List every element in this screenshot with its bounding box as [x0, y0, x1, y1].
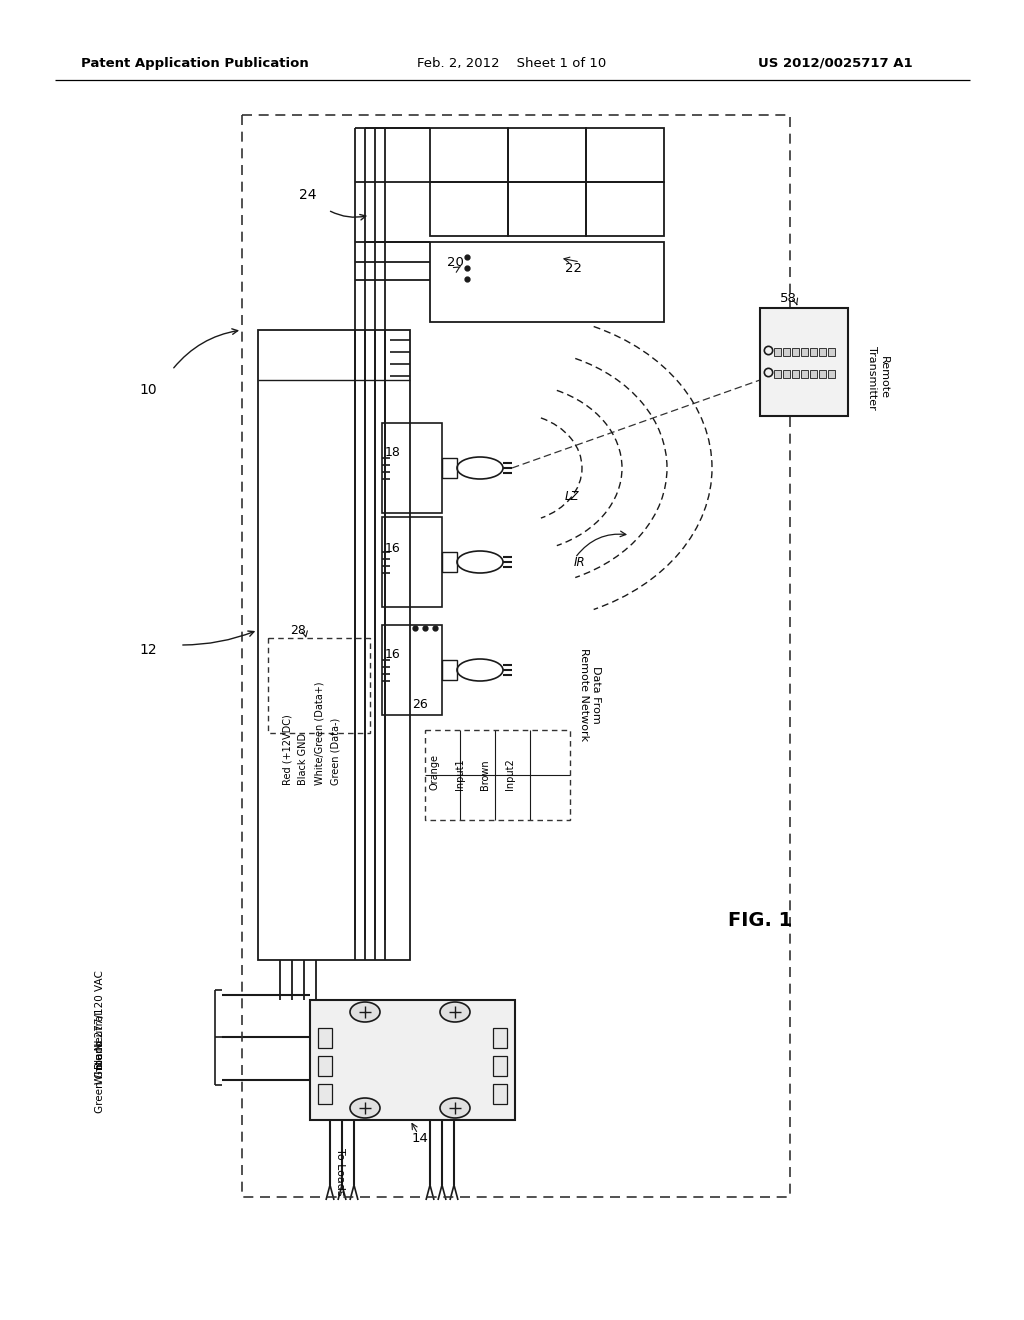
Text: Green Ground: Green Ground	[95, 1039, 105, 1113]
Text: Orange: Orange	[430, 754, 440, 789]
Ellipse shape	[350, 1098, 380, 1118]
Bar	[783, 348, 790, 356]
Bar	[828, 348, 835, 356]
Bar	[430, 182, 508, 236]
Bar	[819, 348, 826, 356]
Bar	[442, 458, 457, 478]
Text: 16: 16	[385, 648, 400, 660]
Text: 22: 22	[564, 261, 582, 275]
Text: Input1: Input1	[455, 759, 465, 789]
Bar	[810, 348, 817, 356]
Text: White Neutral: White Neutral	[95, 1012, 105, 1084]
Text: 20: 20	[446, 256, 464, 268]
Text: Patent Application Publication: Patent Application Publication	[81, 57, 309, 70]
Bar	[792, 370, 799, 378]
Bar	[493, 1028, 507, 1048]
Text: Red (+12VDC): Red (+12VDC)	[282, 714, 292, 785]
Bar	[318, 1028, 332, 1048]
Bar	[258, 330, 410, 960]
Text: 58: 58	[779, 292, 797, 305]
Ellipse shape	[350, 1002, 380, 1022]
Text: 26: 26	[412, 697, 428, 710]
Bar	[442, 552, 457, 572]
Bar	[783, 370, 790, 378]
Bar	[318, 1084, 332, 1104]
Bar	[774, 348, 781, 356]
Bar	[828, 370, 835, 378]
Text: Green (Data-): Green (Data-)	[330, 718, 340, 785]
Text: Remote
Transmitter: Remote Transmitter	[867, 346, 889, 411]
Text: IR: IR	[574, 556, 586, 569]
Bar	[508, 128, 586, 182]
Ellipse shape	[440, 1098, 470, 1118]
Text: 16: 16	[385, 541, 400, 554]
Bar	[508, 182, 586, 236]
Bar	[801, 370, 808, 378]
Ellipse shape	[440, 1002, 470, 1022]
Text: 12: 12	[139, 643, 157, 657]
Text: Black 277/120 VAC: Black 277/120 VAC	[95, 970, 105, 1069]
Bar	[382, 517, 442, 607]
Bar	[801, 348, 808, 356]
Bar	[310, 1001, 515, 1119]
Text: 24: 24	[299, 187, 316, 202]
Text: 28: 28	[290, 623, 306, 636]
Bar	[810, 370, 817, 378]
Bar	[760, 308, 848, 416]
Bar	[430, 242, 664, 322]
Bar	[430, 128, 508, 182]
Text: Feb. 2, 2012    Sheet 1 of 10: Feb. 2, 2012 Sheet 1 of 10	[418, 57, 606, 70]
Text: White/Green (Data+): White/Green (Data+)	[314, 681, 324, 785]
Bar	[774, 370, 781, 378]
Text: 14: 14	[412, 1131, 428, 1144]
Bar	[493, 1084, 507, 1104]
Text: To Loads: To Loads	[335, 1148, 345, 1196]
Bar	[586, 182, 664, 236]
Bar	[242, 115, 790, 1197]
Bar	[819, 370, 826, 378]
Text: FIG. 1: FIG. 1	[728, 911, 793, 929]
Bar	[268, 638, 370, 733]
Text: 18: 18	[385, 446, 401, 458]
Bar	[442, 660, 457, 680]
Bar	[382, 624, 442, 715]
Text: Data From
Remote Network: Data From Remote Network	[580, 648, 601, 742]
Text: US 2012/0025717 A1: US 2012/0025717 A1	[758, 57, 912, 70]
Bar	[792, 348, 799, 356]
Text: Black GND: Black GND	[298, 733, 308, 785]
Text: LZ: LZ	[565, 491, 580, 503]
Text: Brown: Brown	[480, 759, 490, 789]
Text: 10: 10	[139, 383, 157, 397]
Bar	[425, 730, 570, 820]
Bar	[493, 1056, 507, 1076]
Bar	[382, 422, 442, 513]
Text: Input2: Input2	[505, 758, 515, 789]
Bar	[318, 1056, 332, 1076]
Bar	[586, 128, 664, 182]
